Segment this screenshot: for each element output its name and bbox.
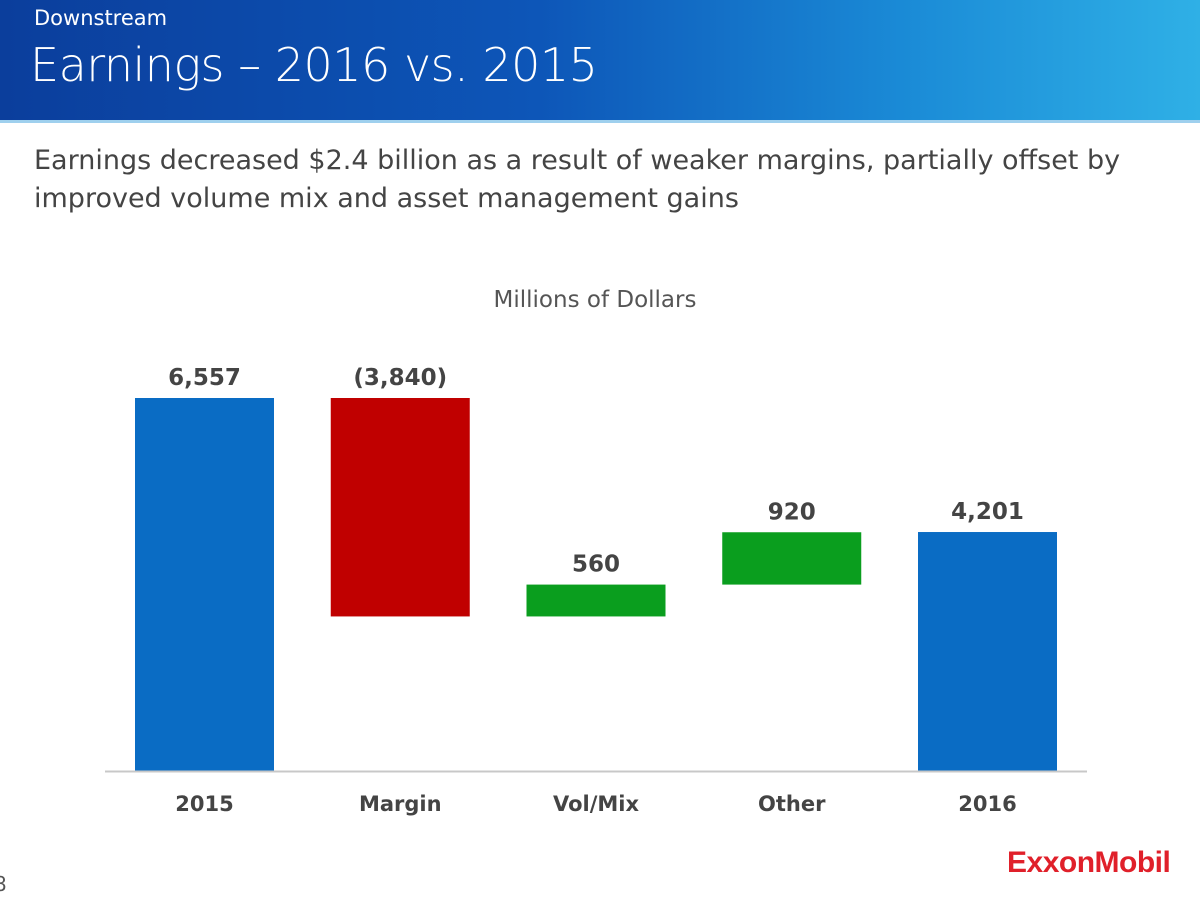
category-label: Other <box>758 792 826 816</box>
category-label: Vol/Mix <box>553 792 639 816</box>
category-label: 2016 <box>958 792 1016 816</box>
data-label: 560 <box>572 552 620 578</box>
subtitle: Earnings decreased $2.4 billion as a res… <box>34 145 1121 214</box>
bar-margin <box>330 398 470 617</box>
section-label: Downstream <box>34 6 168 30</box>
category-label: Margin <box>359 792 442 816</box>
page-title: Earnings – 2016 vs. 2015 <box>30 38 598 92</box>
data-label: 6,557 <box>168 365 241 391</box>
page-number: 8 <box>0 872 7 896</box>
data-label: 920 <box>768 499 816 525</box>
header-banner: Downstream Earnings – 2016 vs. 2015 <box>0 0 1200 123</box>
data-label: (3,840) <box>353 365 447 391</box>
bar-2015 <box>135 398 274 771</box>
bar-volmix <box>526 584 666 617</box>
chart-unit-label: Millions of Dollars <box>493 287 697 313</box>
exxonmobil-logo: ExxonMobil <box>1007 846 1171 879</box>
data-label: 4,201 <box>951 499 1024 525</box>
category-label: 2015 <box>175 792 233 816</box>
bar-other <box>722 532 862 585</box>
bar-2016 <box>918 532 1057 771</box>
